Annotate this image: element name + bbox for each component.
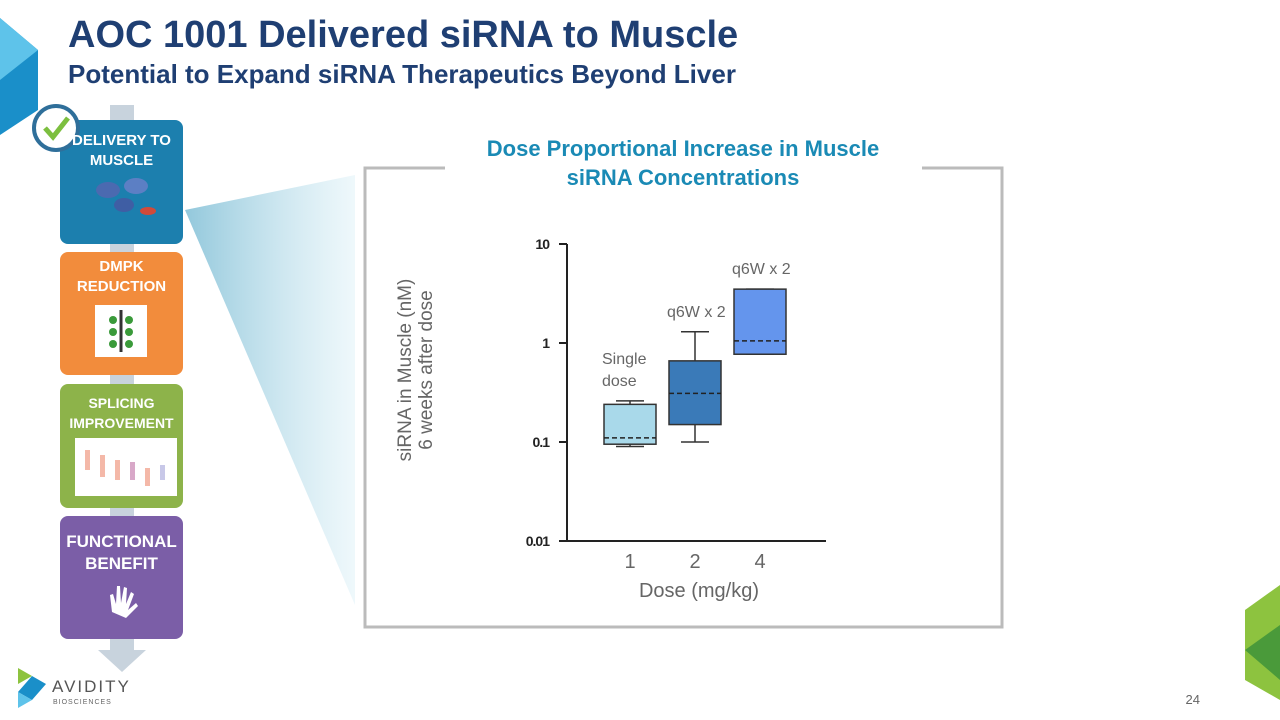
logo-subtext: BIOSCIENCES (53, 699, 112, 706)
check-icon (32, 104, 80, 152)
y-axis-label: siRNA in Muscle (nM) 6 weeks after dose (395, 250, 437, 490)
splicing-icon (75, 438, 177, 496)
step-label: FUNCTIONAL BENEFIT (66, 532, 177, 573)
x-tick-label: 4 (754, 551, 765, 573)
step-label: DELIVERY TO MUSCLE (72, 132, 171, 169)
hand-icon (110, 586, 138, 618)
y-tick-label: 0.1 (533, 434, 551, 450)
y-tick-label: 10 (535, 236, 550, 252)
logo-mark (18, 668, 46, 708)
chart-frame (363, 166, 1004, 629)
y-tick-label: 0.01 (526, 533, 550, 549)
hairpin-icon (95, 305, 147, 357)
step-label: DMPK REDUCTION (76, 258, 167, 295)
flow-arrow (98, 650, 146, 672)
chart-title: Dose Proportional Increase in Muscle siR… (486, 136, 880, 190)
funnel (185, 175, 355, 605)
logo-text: AVIDITY (52, 677, 131, 696)
x-tick-label: 1 (624, 551, 635, 573)
step-label: SPLICING IMPROVEMENT (69, 395, 174, 431)
y-axis-label-line: 6 weeks after dose (416, 290, 437, 450)
corner-shape (0, 18, 38, 80)
step-box (60, 516, 183, 639)
box-annotation: Single dose (602, 350, 647, 390)
title: AOC 1001 Delivered siRNA to Muscle (68, 14, 739, 56)
subtitle: Potential to Expand siRNA Therapeutics B… (68, 59, 736, 89)
box-annotation: q6W x 2 (667, 303, 726, 321)
y-axis-label-line: siRNA in Muscle (nM) (395, 278, 416, 462)
box (733, 288, 787, 355)
x-axis-label: Dose (mg/kg) (638, 580, 760, 602)
box-annotation: q6W x 2 (732, 261, 791, 279)
corner-shape (1245, 625, 1280, 680)
page-number: 24 (1186, 692, 1200, 707)
x-tick-label: 2 (689, 551, 700, 573)
check-icon (43, 116, 70, 141)
y-tick-label: 1 (542, 335, 550, 351)
molecule-icon (96, 178, 156, 215)
